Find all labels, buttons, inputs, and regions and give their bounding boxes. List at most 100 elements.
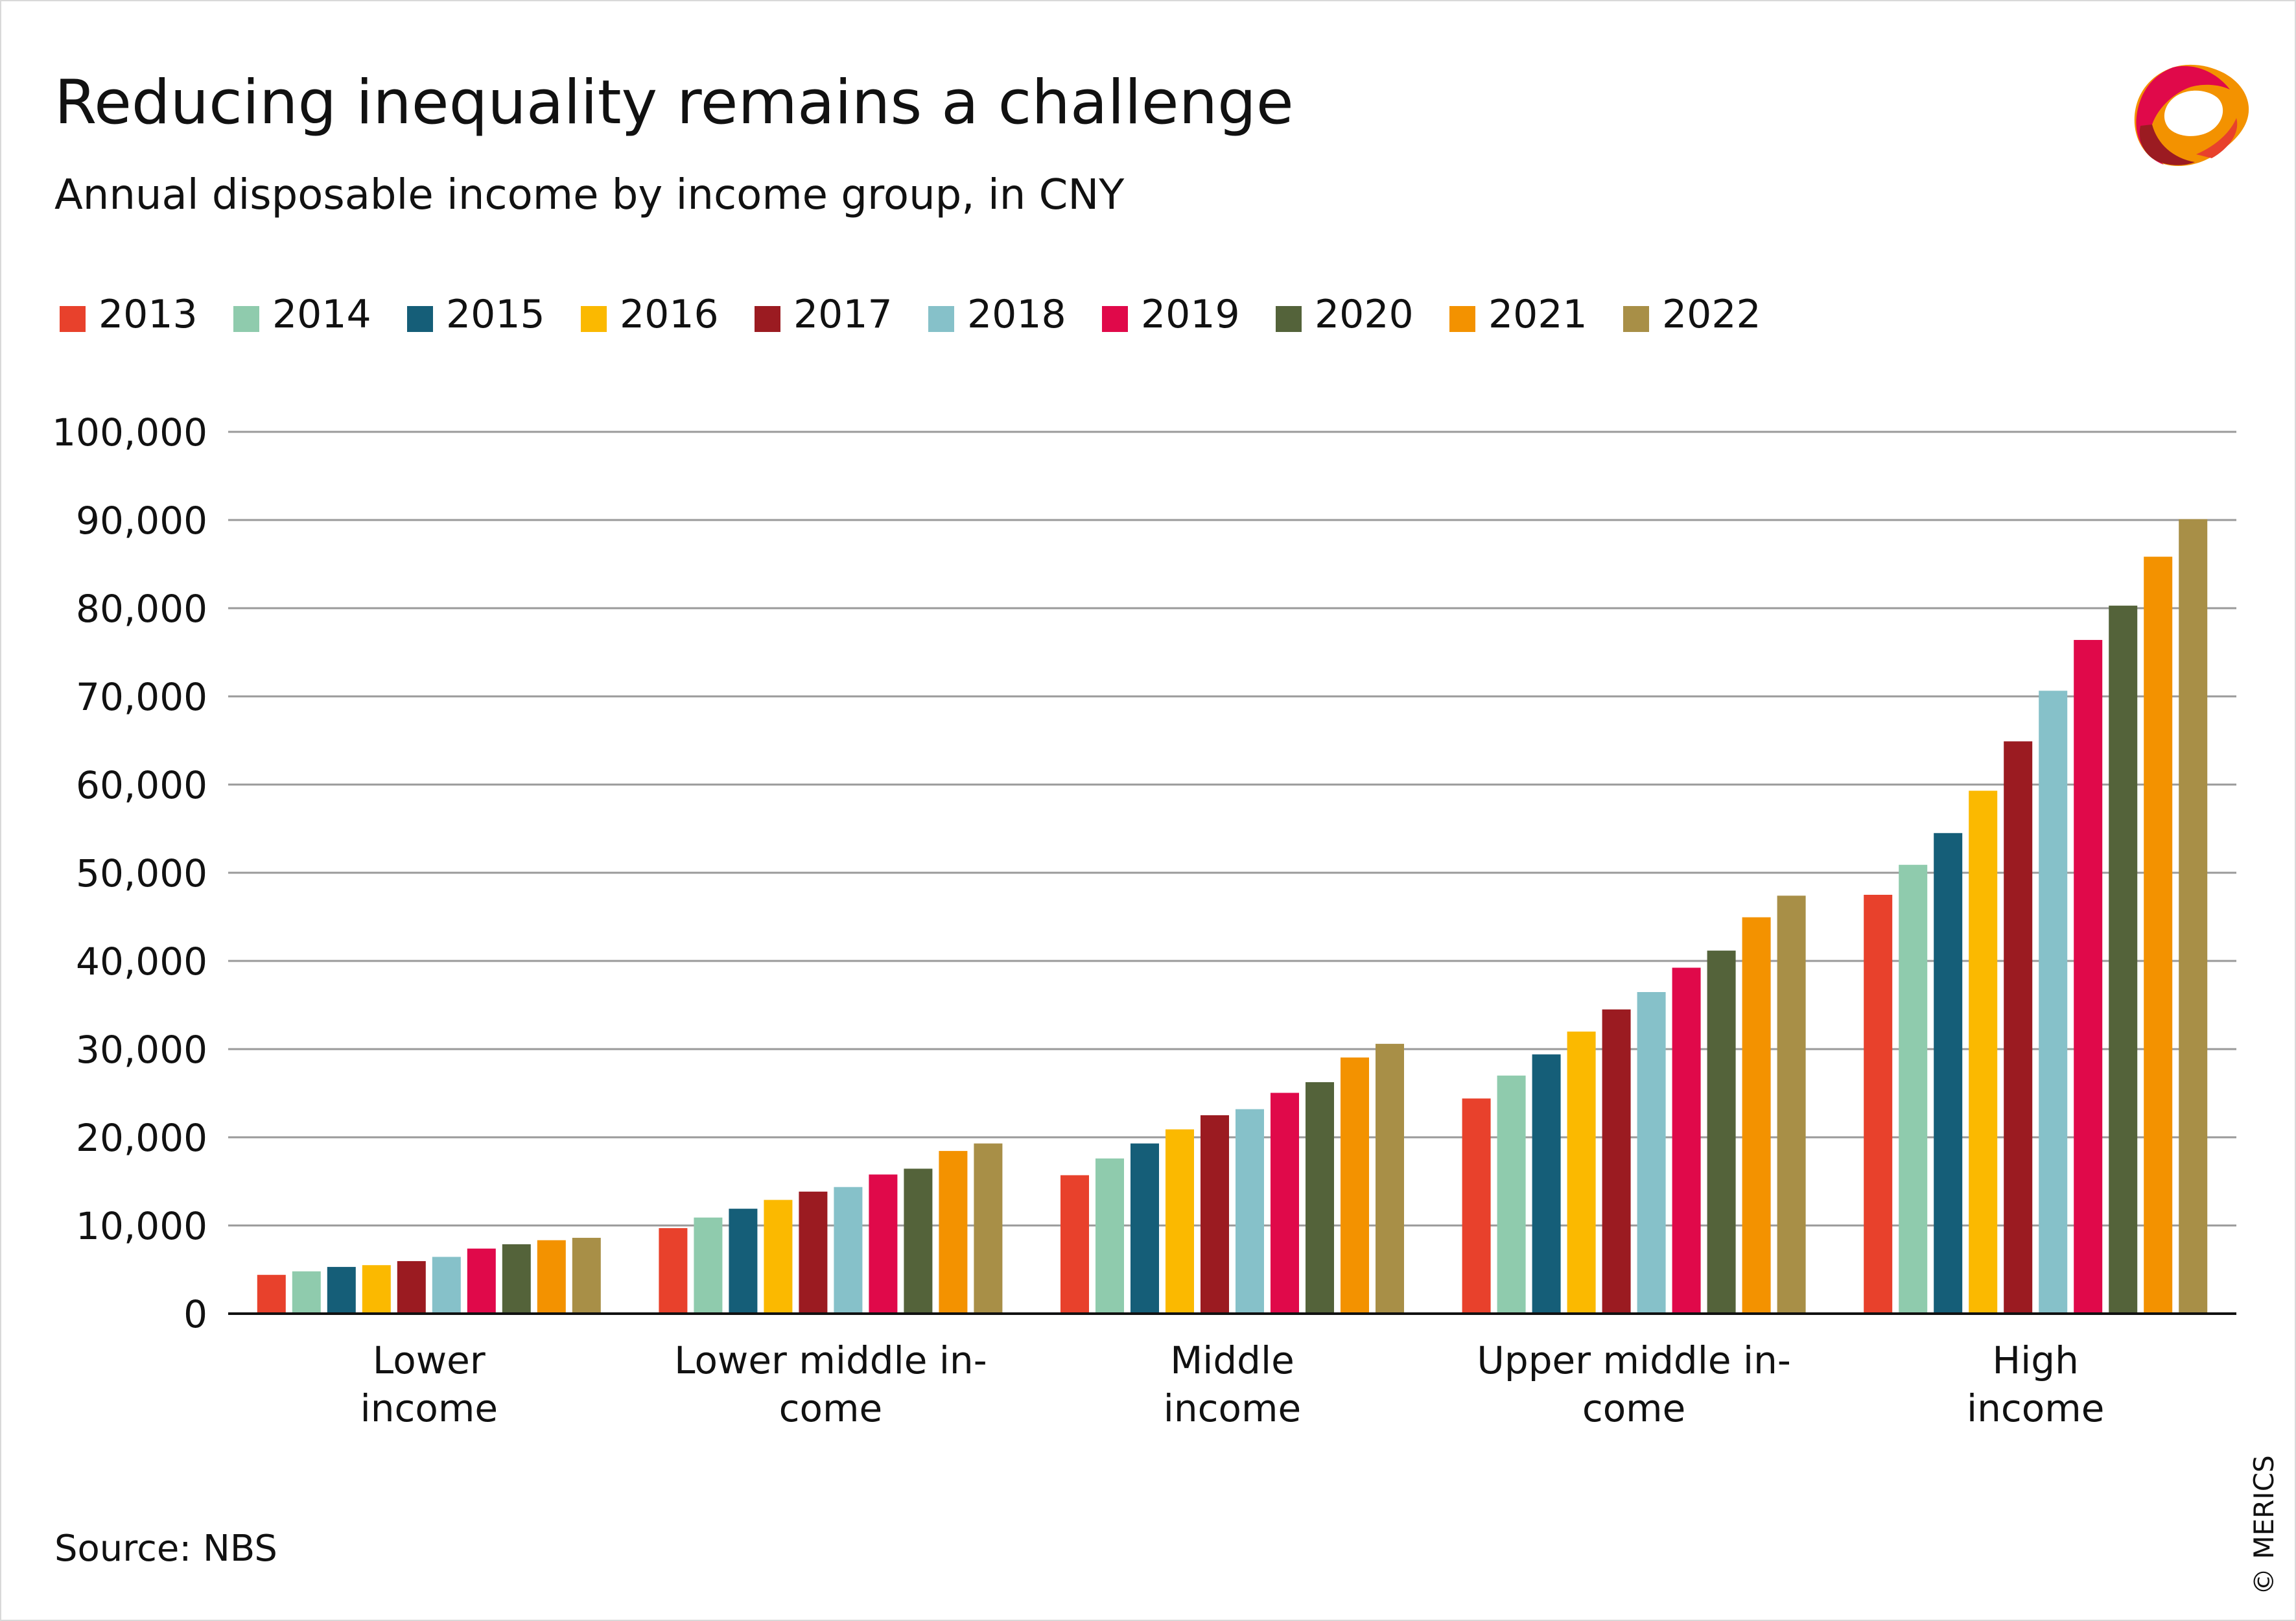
y-tick-label: 20,000: [76, 1116, 207, 1160]
copyright-note: © MERICS: [2248, 1455, 2280, 1595]
legend-swatch: [755, 306, 780, 332]
bar-2016-category-2: [764, 1200, 793, 1314]
bar-2013-category-3: [1060, 1175, 1089, 1314]
legend-label: 2014: [272, 292, 371, 337]
y-axis-tick-labels: 0 10,000 20,000 30,000 40,000 50,000 60,000 70,…: [52, 410, 207, 1336]
legend-label: 2013: [99, 292, 198, 337]
legend-label: 2019: [1141, 292, 1240, 337]
bar-2017-category-4: [1602, 1009, 1631, 1314]
y-tick-label: 100,000: [52, 410, 207, 455]
bar-2013-category-1: [257, 1275, 286, 1314]
y-tick-label: 90,000: [76, 499, 207, 543]
bar-2016-category-5: [1969, 790, 1998, 1314]
source-note: Source: NBS: [54, 1528, 277, 1570]
bar-2020-category-3: [1306, 1082, 1334, 1314]
y-tick-label: 50,000: [76, 851, 207, 895]
bar-2021-category-5: [2144, 556, 2173, 1314]
legend-swatch: [407, 306, 433, 332]
bar-2018-category-4: [1637, 992, 1666, 1314]
x-category-label: income: [360, 1386, 498, 1430]
y-tick-label: 0: [183, 1292, 207, 1336]
legend-label: 2015: [446, 292, 545, 337]
merics-logo-icon: [2134, 64, 2249, 167]
legend-label: 2017: [793, 292, 893, 337]
chart-subtitle: Annual disposable income by income group…: [54, 171, 1125, 219]
x-category-label: Lower: [373, 1338, 486, 1382]
bar-2015-category-2: [729, 1209, 758, 1314]
bar-2015-category-4: [1532, 1054, 1561, 1314]
x-category-label: income: [1164, 1386, 1301, 1430]
bar-2020-category-5: [2109, 606, 2138, 1314]
bar-chart: 0 10,000 20,000 30,000 40,000 50,000 60,000 70,…: [52, 410, 2236, 1430]
bar-2014-category-1: [292, 1271, 321, 1314]
y-tick-label: 70,000: [76, 675, 207, 719]
bar-2014-category-3: [1095, 1158, 1124, 1314]
bar-2016-category-1: [362, 1265, 391, 1314]
chart-title: Reducing inequality remains a challenge: [54, 67, 1294, 138]
legend-label: 2018: [967, 292, 1066, 337]
bars: [257, 519, 2208, 1314]
legend-label: 2020: [1315, 292, 1414, 337]
legend-swatch: [581, 306, 607, 332]
x-category-label: Upper middle in-: [1477, 1338, 1790, 1382]
bar-2022-category-1: [572, 1238, 601, 1314]
legend-swatch: [1276, 306, 1302, 332]
bar-2022-category-4: [1777, 895, 1806, 1314]
bar-2016-category-3: [1166, 1129, 1194, 1314]
y-tick-label: 80,000: [76, 587, 207, 631]
legend-label: 2021: [1488, 292, 1587, 337]
bar-2020-category-1: [502, 1244, 531, 1314]
bar-2019-category-3: [1271, 1093, 1299, 1314]
bar-2019-category-5: [2074, 639, 2103, 1314]
bar-2017-category-2: [799, 1191, 828, 1314]
y-tick-label: 60,000: [76, 763, 207, 807]
x-category-label: Middle: [1170, 1338, 1294, 1382]
x-category-label: Lower middle in-: [674, 1338, 987, 1382]
bar-2016-category-4: [1567, 1031, 1596, 1314]
bar-2019-category-4: [1672, 967, 1701, 1314]
bar-2018-category-1: [432, 1257, 461, 1314]
bar-2018-category-3: [1236, 1109, 1264, 1314]
legend-swatch: [233, 306, 259, 332]
x-category-label: income: [1967, 1386, 2104, 1430]
bar-2022-category-3: [1376, 1043, 1404, 1314]
bar-2014-category-4: [1497, 1075, 1526, 1314]
bar-2022-category-2: [974, 1143, 1003, 1314]
bar-2018-category-5: [2039, 691, 2068, 1314]
bar-2022-category-5: [2179, 519, 2208, 1314]
bar-2014-category-2: [694, 1217, 723, 1314]
y-tick-label: 10,000: [76, 1204, 207, 1248]
y-tick-label: 40,000: [76, 940, 207, 984]
bar-2019-category-1: [467, 1248, 496, 1314]
legend-swatch: [1449, 306, 1475, 332]
x-category-label: High: [1993, 1338, 2079, 1382]
legend-swatch: [928, 306, 954, 332]
bar-2021-category-4: [1742, 917, 1771, 1314]
bar-2013-category-5: [1864, 895, 1893, 1314]
bar-2014-category-5: [1899, 864, 1928, 1314]
bar-2015-category-3: [1130, 1143, 1159, 1314]
bar-2021-category-3: [1341, 1057, 1369, 1314]
y-tick-label: 30,000: [76, 1028, 207, 1072]
bar-2019-category-2: [869, 1174, 898, 1314]
bar-2021-category-1: [537, 1240, 566, 1314]
bar-2015-category-5: [1934, 833, 1963, 1314]
legend-label: 2022: [1662, 292, 1761, 337]
bar-2017-category-3: [1201, 1115, 1229, 1314]
bar-2020-category-4: [1707, 951, 1736, 1314]
legend-swatch: [60, 306, 86, 332]
x-category-label: come: [779, 1386, 883, 1430]
legend-swatch: [1623, 306, 1649, 332]
bar-2021-category-2: [939, 1151, 968, 1314]
bar-2020-category-2: [904, 1168, 933, 1314]
legend-swatch: [1102, 306, 1128, 332]
bar-2013-category-4: [1462, 1098, 1491, 1314]
bar-2017-category-1: [397, 1260, 426, 1314]
bar-2017-category-5: [2004, 741, 2033, 1314]
x-category-label: come: [1582, 1386, 1686, 1430]
bar-2018-category-2: [834, 1187, 863, 1314]
bar-2015-category-1: [327, 1266, 356, 1314]
bar-2013-category-2: [659, 1228, 688, 1314]
